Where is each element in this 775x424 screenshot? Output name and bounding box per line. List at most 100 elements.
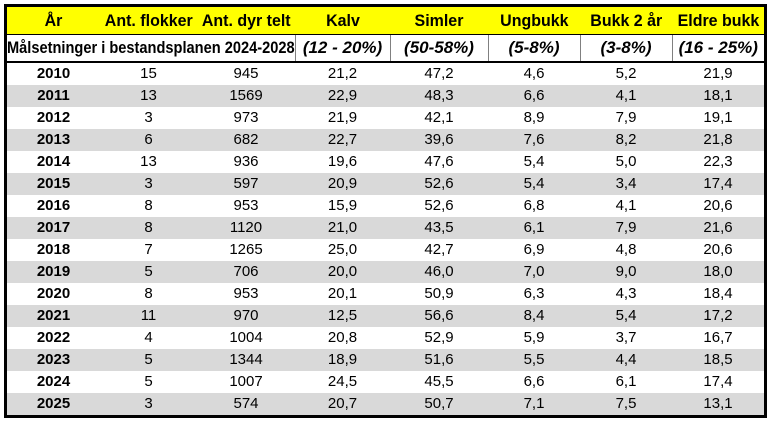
year-cell: 2024 <box>36 373 71 390</box>
data-cell: 6,3 <box>523 285 545 302</box>
header-label: Ant. flokker <box>104 10 193 30</box>
data-cell: 47,2 <box>424 65 454 82</box>
table-row: 2019 5 706 20,0 46,0 7,0 9,0 18,0 <box>7 260 764 283</box>
data-cell: 43,5 <box>424 219 454 236</box>
year-cell: 2017 <box>36 219 71 236</box>
header-label: Kalv <box>325 10 360 30</box>
header-cell: Simler <box>390 7 488 35</box>
table-row: 2024 5 1007 24,5 45,5 6,6 6,1 17,4 <box>7 370 764 393</box>
header-label: År <box>44 10 63 30</box>
data-cell: 6,8 <box>523 197 545 214</box>
data-cell: 20,7 <box>327 395 358 412</box>
data-cell: 5,4 <box>615 307 637 324</box>
data-cell: 18,1 <box>703 87 733 104</box>
data-cell: 3 <box>144 395 153 412</box>
data-cell: 4,6 <box>523 65 545 82</box>
table-row: 2016 8 953 15,9 52,6 6,8 4,1 20,6 <box>7 194 764 217</box>
data-cell: 6,6 <box>523 373 545 390</box>
data-cell: 953 <box>233 197 259 214</box>
data-cell: 20,6 <box>703 197 733 214</box>
data-cell: 597 <box>233 175 259 192</box>
data-cell: 42,1 <box>424 109 454 126</box>
data-cell: 3,7 <box>615 329 637 346</box>
header-label: Eldre bukk <box>677 10 759 30</box>
goal-target-cell: (12 - 20%) <box>294 34 390 63</box>
data-cell: 22,3 <box>703 153 733 170</box>
data-cell: 13 <box>140 153 157 170</box>
data-cell: 3 <box>144 109 153 126</box>
data-cell: 16,7 <box>703 329 733 346</box>
data-cell: 50,7 <box>424 395 454 412</box>
data-cell: 8,9 <box>523 109 545 126</box>
data-cell: 17,4 <box>703 373 733 390</box>
data-cell: 11 <box>140 307 157 324</box>
data-cell: 12,5 <box>327 307 358 324</box>
year-cell: 2016 <box>36 197 71 214</box>
year-cell: 2014 <box>36 153 71 170</box>
goal-target-cell: (50-58%) <box>389 34 488 63</box>
data-cell: 973 <box>233 109 259 126</box>
data-cell: 1344 <box>229 351 263 368</box>
table-body: 2010 15 945 21,2 47,2 4,6 5,2 21,9 2011 13 1569 22,… <box>7 61 764 415</box>
data-cell: 20,8 <box>327 329 358 346</box>
data-cell: 15 <box>140 65 157 82</box>
data-cell: 6,1 <box>615 373 637 390</box>
goals-label-cell: Målsetninger i bestandsplanen 2024-2028: <box>7 34 295 63</box>
data-cell: 46,0 <box>424 263 454 280</box>
data-cell: 50,9 <box>424 285 454 302</box>
data-cell: 1007 <box>229 373 263 390</box>
data-cell: 25,0 <box>327 241 358 258</box>
data-cell: 22,9 <box>327 87 358 104</box>
data-cell: 21,2 <box>327 65 358 82</box>
data-cell: 5,0 <box>615 153 637 170</box>
year-cell: 2013 <box>36 131 71 148</box>
table-head: År Ant. flokker Ant. dyr telt Kalv Simler Ung… <box>7 7 764 63</box>
year-cell: 2025 <box>36 395 71 412</box>
data-cell: 8 <box>144 197 153 214</box>
data-cell: 21,9 <box>703 65 733 82</box>
data-cell: 20,1 <box>327 285 358 302</box>
data-cell: 15,9 <box>327 197 358 214</box>
data-cell: 17,2 <box>703 307 733 324</box>
data-cell: 7,1 <box>523 395 545 412</box>
header-cell: År <box>7 7 100 35</box>
header-cell: Ant. flokker <box>100 7 197 35</box>
goal-target-cell: (3-8%) <box>579 34 672 63</box>
year-cell: 2010 <box>36 65 71 82</box>
data-cell: 6,6 <box>523 87 545 104</box>
table-row: 2011 13 1569 22,9 48,3 6,6 4,1 18,1 <box>7 84 764 107</box>
year-cell: 2022 <box>36 329 71 346</box>
data-cell: 22,7 <box>327 131 358 148</box>
data-cell: 6,9 <box>523 241 545 258</box>
data-cell: 8 <box>144 285 153 302</box>
data-cell: 5,9 <box>523 329 545 346</box>
header-cell: Bukk 2 år <box>580 7 672 35</box>
data-cell: 5,4 <box>523 175 545 192</box>
data-cell: 936 <box>233 153 259 170</box>
header-row: År Ant. flokker Ant. dyr telt Kalv Simler Ung… <box>7 7 764 35</box>
data-cell: 7,9 <box>615 219 637 236</box>
data-cell: 945 <box>233 65 259 82</box>
data-cell: 20,0 <box>327 263 358 280</box>
data-cell: 42,7 <box>424 241 454 258</box>
data-cell: 8 <box>144 219 153 236</box>
header-label: Ungbukk <box>499 10 569 30</box>
data-cell: 1265 <box>229 241 263 258</box>
table-frame: År Ant. flokker Ant. dyr telt Kalv Simler Ung… <box>4 4 767 418</box>
table-row: 2023 5 1344 18,9 51,6 5,5 4,4 18,5 <box>7 348 764 371</box>
data-cell: 5,2 <box>615 65 637 82</box>
goals-label: Målsetninger i bestandsplanen 2024-2028: <box>7 37 295 57</box>
table-row: 2022 4 1004 20,8 52,9 5,9 3,7 16,7 <box>7 326 764 349</box>
table-row: 2017 8 1120 21,0 43,5 6,1 7,9 21,6 <box>7 216 764 239</box>
data-cell: 45,5 <box>424 373 454 390</box>
year-cell: 2020 <box>36 285 71 302</box>
data-cell: 6 <box>144 131 153 148</box>
header-cell: Eldre bukk <box>672 7 764 35</box>
data-cell: 18,9 <box>327 351 358 368</box>
header-label: Ant. dyr telt <box>201 10 291 30</box>
data-cell: 47,6 <box>424 153 454 170</box>
table-row: 2020 8 953 20,1 50,9 6,3 4,3 18,4 <box>7 282 764 305</box>
data-cell: 953 <box>233 285 259 302</box>
data-cell: 5,4 <box>523 153 545 170</box>
